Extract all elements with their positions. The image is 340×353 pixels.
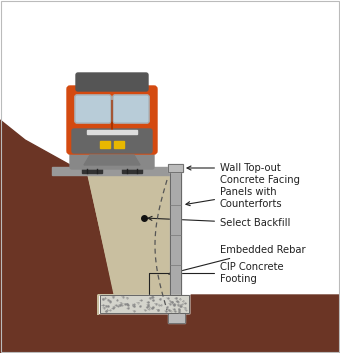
Bar bbox=[100, 295, 189, 313]
Bar bbox=[170, 172, 181, 295]
Polygon shape bbox=[0, 120, 340, 353]
Polygon shape bbox=[84, 155, 140, 165]
Bar bbox=[122, 167, 142, 173]
FancyBboxPatch shape bbox=[67, 86, 157, 154]
Polygon shape bbox=[88, 175, 170, 300]
Text: Concrete Facing
Panels with
Counterforts: Concrete Facing Panels with Counterforts bbox=[186, 175, 300, 209]
Bar bbox=[100, 295, 189, 313]
Text: Wall Top-out: Wall Top-out bbox=[187, 163, 281, 173]
Text: Embedded Rebar: Embedded Rebar bbox=[169, 245, 306, 275]
Bar bbox=[82, 167, 102, 173]
Bar bbox=[168, 164, 183, 172]
Bar bbox=[168, 313, 185, 323]
Bar bbox=[87, 130, 137, 134]
Bar bbox=[168, 164, 183, 172]
Bar bbox=[52, 167, 170, 175]
Text: CIP Concrete
Footing: CIP Concrete Footing bbox=[147, 262, 284, 305]
Bar bbox=[114, 141, 124, 148]
FancyBboxPatch shape bbox=[72, 129, 152, 153]
Bar bbox=[100, 141, 110, 148]
FancyBboxPatch shape bbox=[113, 95, 149, 123]
FancyBboxPatch shape bbox=[75, 95, 111, 123]
Bar bbox=[168, 313, 185, 323]
FancyBboxPatch shape bbox=[76, 73, 148, 91]
Polygon shape bbox=[88, 175, 181, 315]
Text: Select Backfill: Select Backfill bbox=[148, 216, 290, 228]
FancyBboxPatch shape bbox=[70, 147, 154, 169]
Bar bbox=[170, 172, 181, 295]
